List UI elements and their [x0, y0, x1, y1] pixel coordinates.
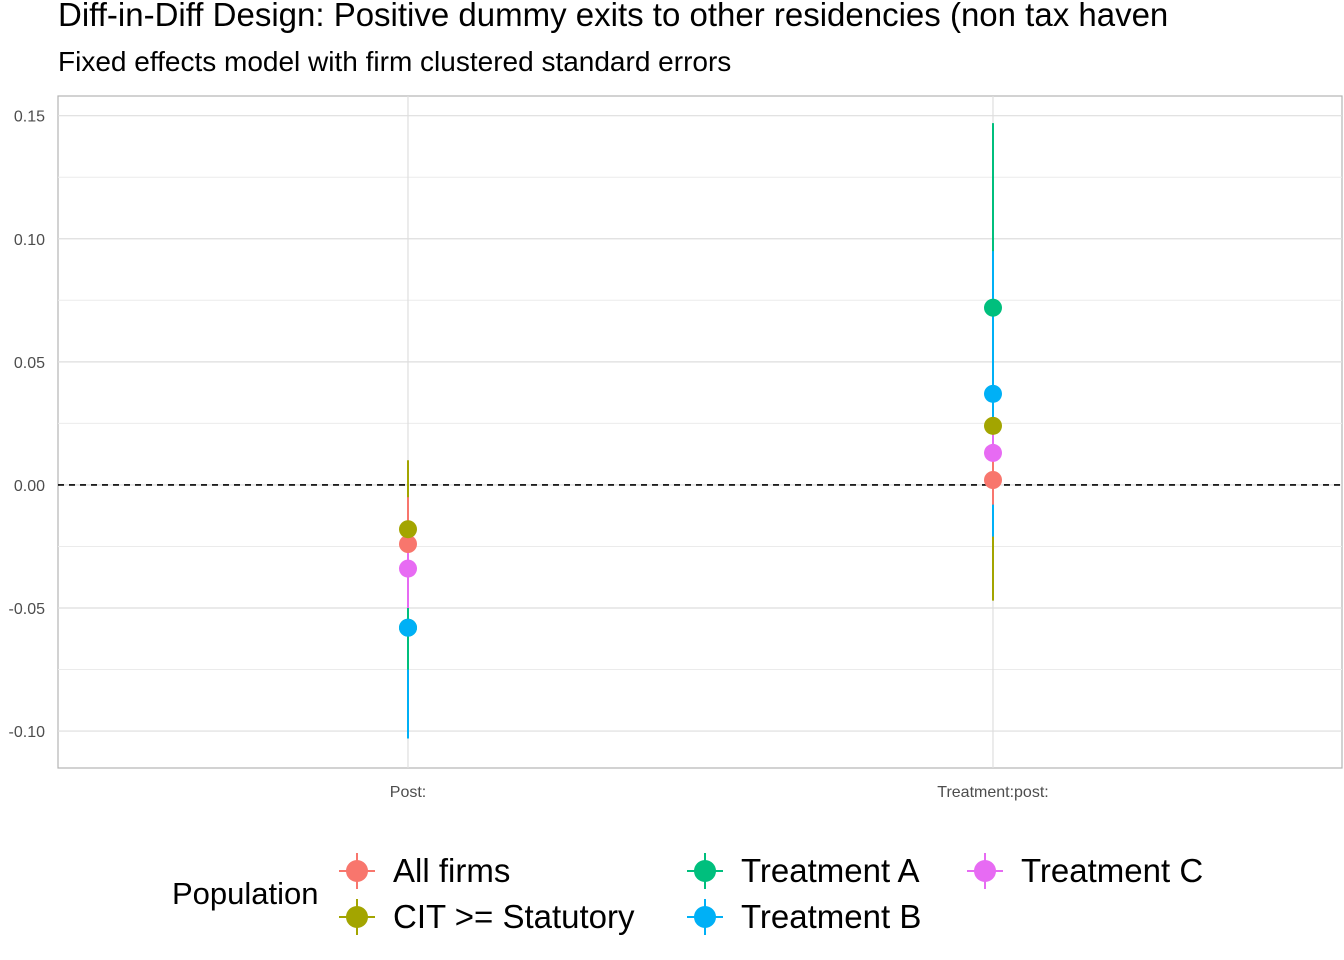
- panel-border: [57, 95, 1343, 769]
- estimate-marks: [399, 123, 1002, 739]
- y-tick-label: 0.00: [14, 478, 45, 495]
- estimate-point: [399, 520, 417, 539]
- legend-key-icon: [339, 899, 375, 935]
- y-tick-label: -0.10: [9, 724, 46, 741]
- plot-area: 0.15 0.10 0.05 0.00 -0.05 -0.10 Post: Treatmen…: [9, 95, 1343, 801]
- legend-label: Treatment A: [741, 852, 920, 889]
- x-axis-ticks: Post: Treatment:post:: [390, 784, 1049, 801]
- legend-item: CIT >= Statutory: [339, 894, 635, 940]
- chart-title: Diff-in-Diff Design: Positive dummy exit…: [58, 0, 1169, 33]
- legend-label: All firms: [393, 852, 511, 889]
- legend-key-icon: [687, 899, 723, 935]
- legend-item: All firms: [339, 848, 510, 894]
- y-tick-label: -0.05: [9, 601, 46, 618]
- y-axis-ticks: 0.15 0.10 0.05 0.00 -0.05 -0.10: [9, 109, 46, 741]
- legend-item: Treatment C: [967, 848, 1203, 894]
- y-tick-label: 0.10: [14, 232, 45, 249]
- legend-item: Treatment A: [687, 848, 920, 894]
- chart-subtitle: Fixed effects model with firm clustered …: [58, 46, 732, 77]
- legend-title: Population: [172, 876, 319, 911]
- legend-key-icon: [687, 853, 723, 889]
- legend-label: CIT >= Statutory: [393, 898, 635, 935]
- gridlines: [58, 96, 1342, 768]
- x-tick-label: Post:: [390, 784, 426, 801]
- estimate-point: [984, 416, 1002, 435]
- estimate-point: [399, 618, 417, 637]
- legend-key-icon: [339, 853, 375, 889]
- estimate-point: [984, 471, 1002, 489]
- estimate-point: [984, 443, 1002, 462]
- legend-label: Treatment C: [1021, 852, 1204, 889]
- y-tick-label: 0.15: [14, 109, 45, 126]
- estimate-point: [984, 298, 1002, 317]
- y-tick-label: 0.05: [14, 355, 45, 372]
- estimate-point: [984, 384, 1002, 403]
- legend-key-icon: [967, 853, 1003, 889]
- estimate-point: [399, 535, 417, 553]
- x-tick-label: Treatment:post:: [937, 784, 1048, 801]
- estimate-point: [399, 559, 417, 578]
- legend-item: Treatment B: [687, 894, 921, 940]
- legend-label: Treatment B: [741, 898, 922, 935]
